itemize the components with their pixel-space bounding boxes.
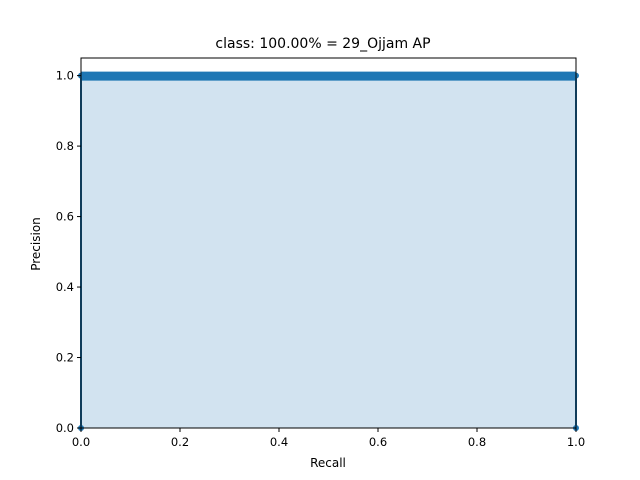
x-tick-label: 1.0 xyxy=(567,435,585,449)
x-tick-label: 0.4 xyxy=(270,435,288,449)
area-fill xyxy=(81,75,576,429)
plot-area xyxy=(78,71,579,431)
y-axis-label: Precision xyxy=(29,217,43,271)
x-axis-label: Recall xyxy=(310,456,346,470)
y-tick-label: 0.2 xyxy=(56,351,74,365)
y-axis: 0.0 0.2 0.4 0.6 0.8 1.0 xyxy=(56,69,81,435)
x-tick-label: 0.0 xyxy=(72,435,90,449)
x-tick-label: 0.8 xyxy=(468,435,486,449)
x-axis: 0.0 0.2 0.4 0.6 0.8 1.0 xyxy=(72,428,585,449)
x-tick-label: 0.6 xyxy=(369,435,387,449)
y-tick-label: 0.6 xyxy=(56,210,74,224)
x-tick-label: 0.2 xyxy=(171,435,189,449)
y-tick-label: 0.4 xyxy=(56,280,74,294)
y-tick-label: 0.0 xyxy=(56,421,74,435)
precision-band xyxy=(81,71,576,81)
axes-frame xyxy=(80,57,577,429)
y-tick-label: 1.0 xyxy=(56,69,74,83)
y-tick-label: 0.8 xyxy=(56,139,74,153)
chart-title: class: 100.00% = 29_Ojjam AP xyxy=(215,36,430,52)
